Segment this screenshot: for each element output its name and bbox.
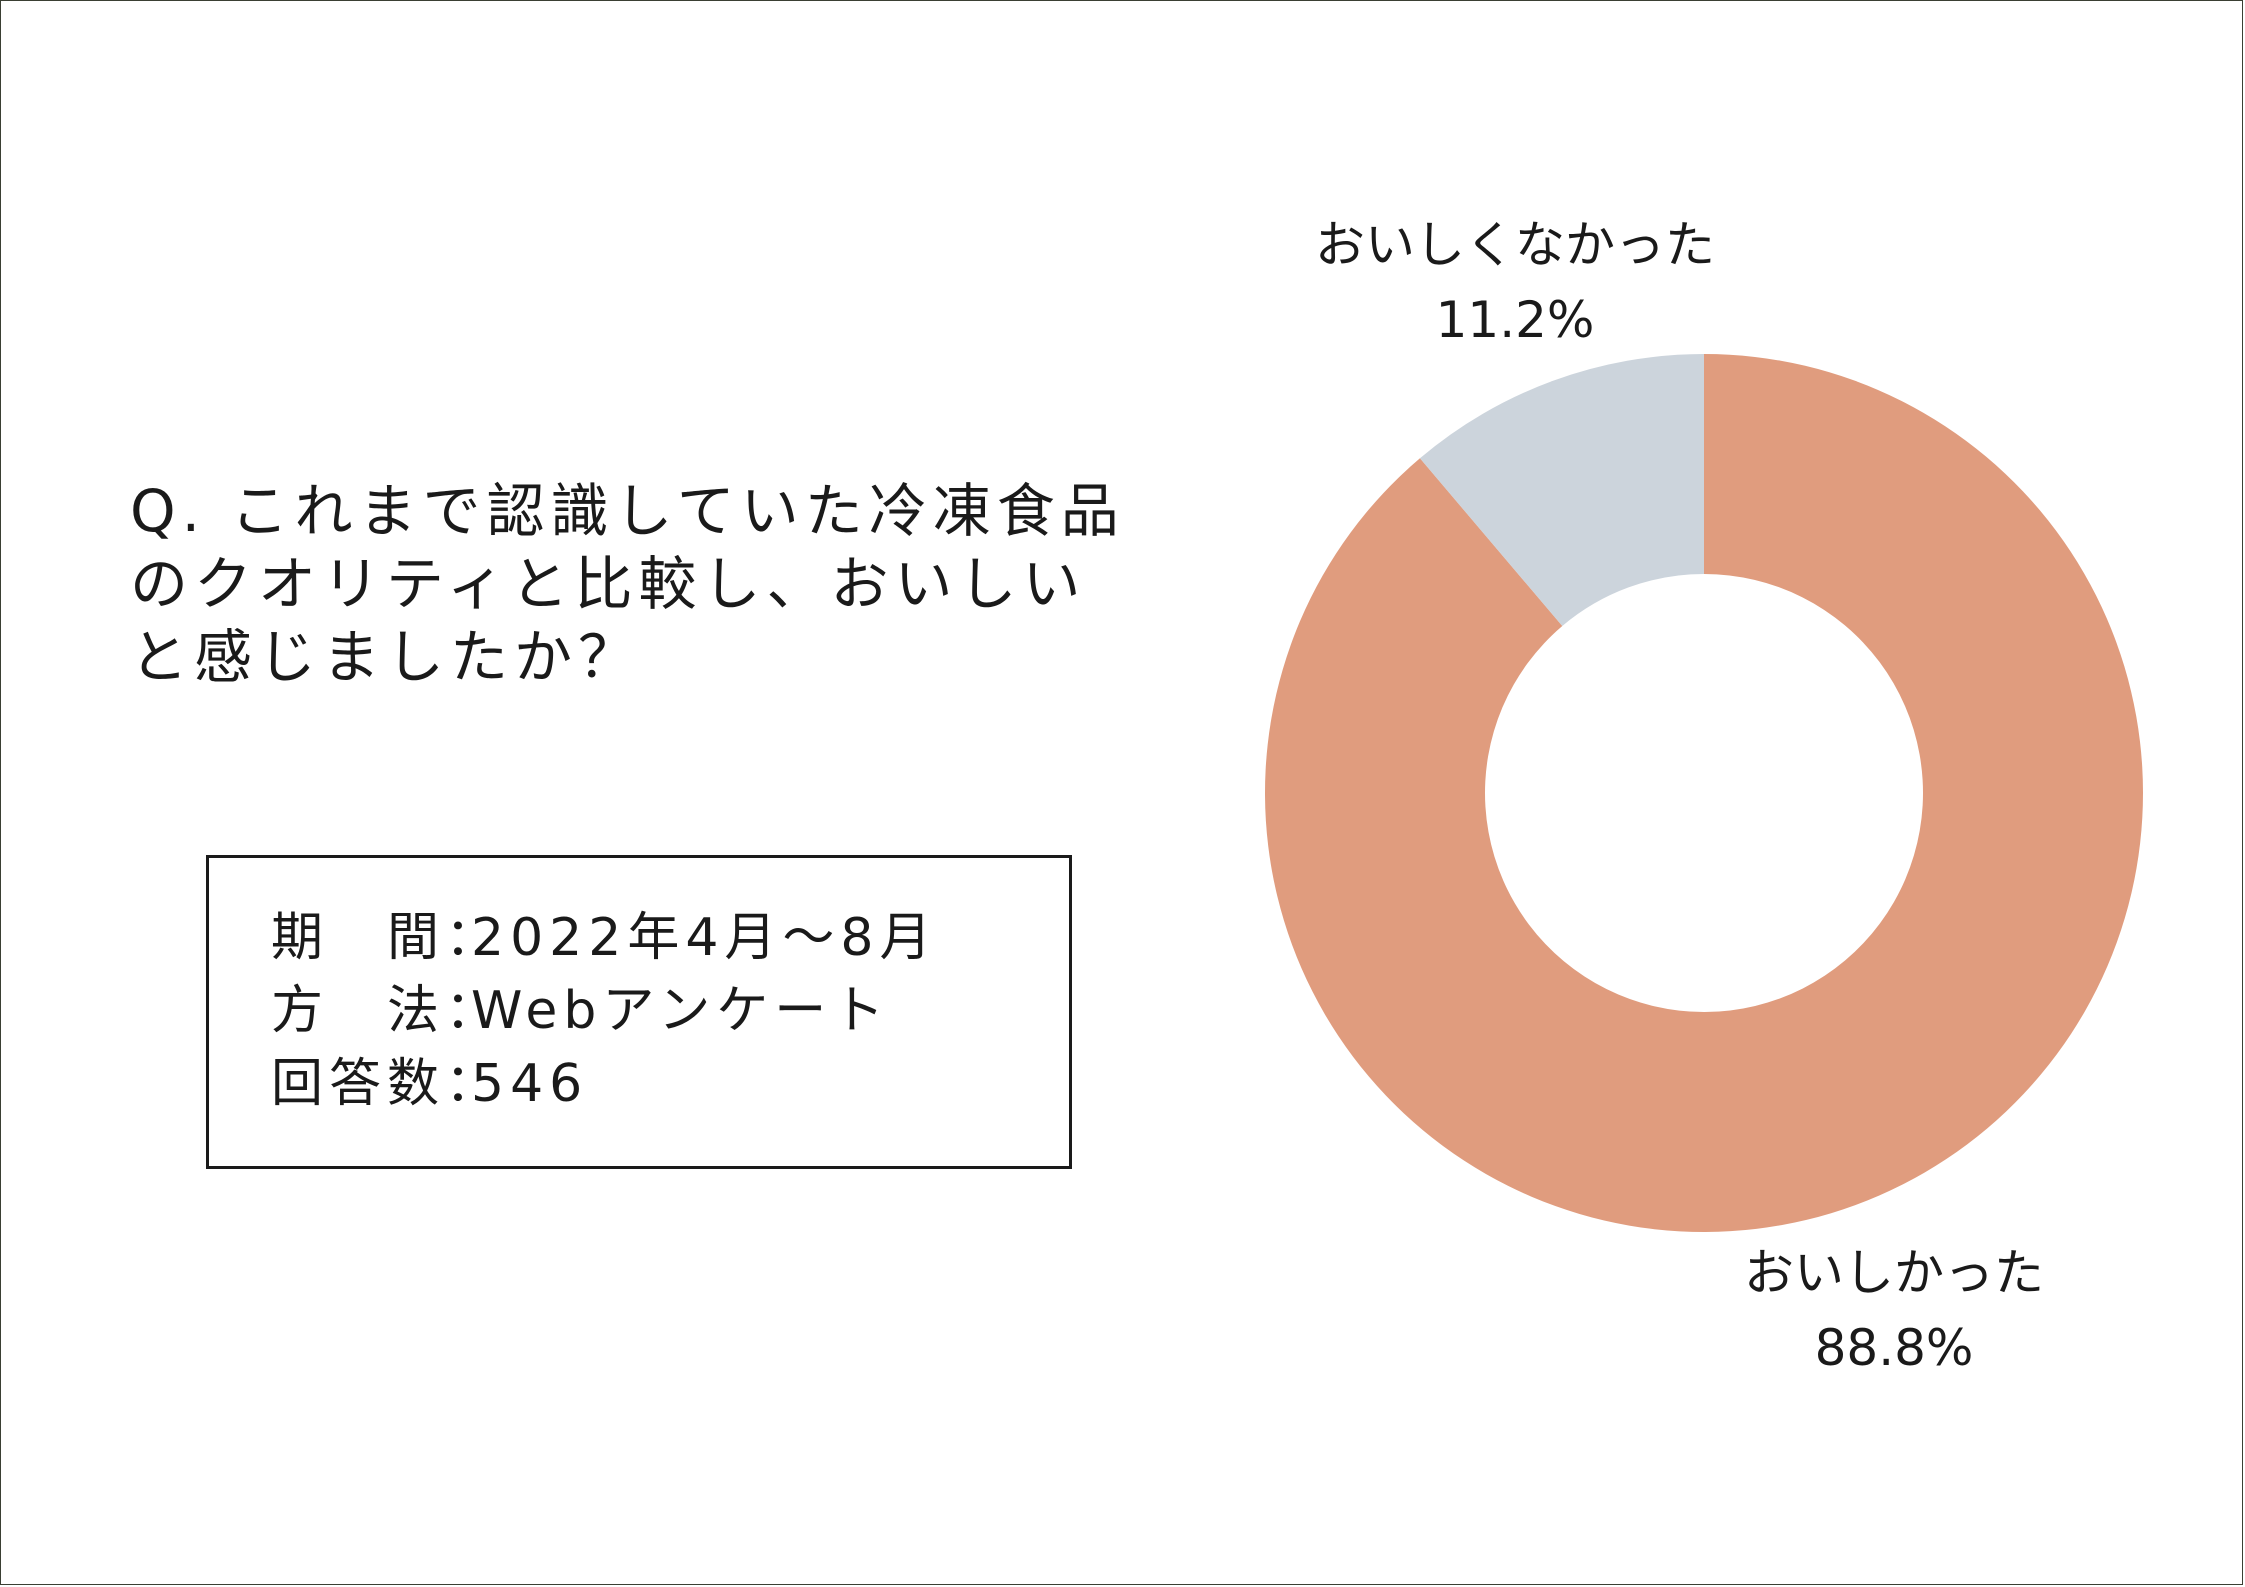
- info-value-method: Webアンケート: [471, 981, 891, 1041]
- info-value-period: 2022年4月〜8月: [471, 908, 938, 968]
- survey-question: Q. これまで認識していた冷凍食品 のクオリティと比較し、おいしい と感じました…: [130, 477, 1125, 691]
- info-value-responses: 546: [471, 1054, 589, 1114]
- slice-value-delicious: 88.8%: [1815, 1319, 1974, 1377]
- info-label-period: 期 間：: [271, 908, 504, 968]
- slice-value-not-delicious: 11.2%: [1436, 291, 1595, 349]
- info-label-responses: 回答数：: [271, 1054, 504, 1114]
- info-label-method: 方 法：: [271, 981, 504, 1041]
- info-row-period: 期 間：2022年4月〜8月: [271, 908, 938, 968]
- info-row-responses: 回答数：546: [271, 1054, 588, 1114]
- slice-label-delicious: おいしかった: [1744, 1244, 2044, 1302]
- survey-info-box: 期 間：2022年4月〜8月 方 法：Webアンケート 回答数：546: [206, 855, 1072, 1169]
- slice-label-not-delicious: おいしくなかった: [1315, 216, 1715, 274]
- info-row-method: 方 法：Webアンケート: [271, 981, 890, 1041]
- donut-slice-not-delicious: [1419, 354, 1704, 627]
- donut-slice-delicious: [1264, 354, 2143, 1232]
